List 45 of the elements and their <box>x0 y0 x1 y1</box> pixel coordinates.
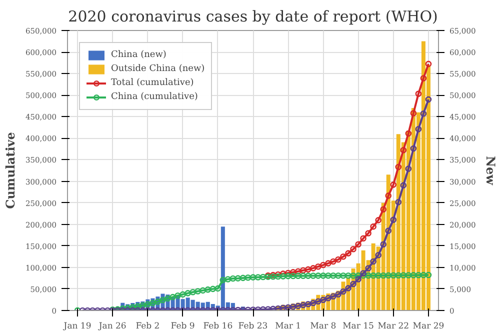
legend-label: Outside China (new) <box>111 64 205 74</box>
y2-axis-title: New <box>484 156 498 186</box>
chart-title: 2020 coronavirus cases by date of report (WHO) <box>68 8 438 26</box>
point <box>350 246 356 252</box>
point <box>405 130 412 137</box>
point <box>375 217 382 224</box>
x-tick-label: Mar 15 <box>342 322 374 332</box>
x-tick-label: Jan 26 <box>98 322 126 332</box>
point <box>300 267 306 274</box>
x-tick-label: Mar 22 <box>378 322 410 332</box>
point <box>340 253 346 260</box>
point <box>294 268 302 274</box>
y-axis-title: Cumulative <box>3 132 18 209</box>
point <box>370 223 376 230</box>
point <box>400 146 407 154</box>
x-tick-label: Mar 8 <box>310 322 336 332</box>
x-tick-label: Mar 1 <box>275 322 302 332</box>
point <box>365 230 372 236</box>
legend-label: China (cumulative) <box>111 92 198 102</box>
legend-label: China (new) <box>111 50 166 60</box>
point <box>380 206 386 212</box>
x-tick-label: Jan 19 <box>62 322 92 332</box>
point <box>390 182 397 188</box>
x-tick-label: Mar 29 <box>412 322 444 332</box>
point <box>330 258 336 265</box>
point <box>385 192 392 199</box>
point <box>315 263 322 270</box>
point <box>310 265 316 272</box>
x-tick-label: Feb 16 <box>203 322 233 332</box>
point <box>290 269 296 276</box>
x-tick-label: Feb 23 <box>238 322 268 332</box>
point <box>415 90 422 97</box>
point <box>335 256 342 263</box>
point <box>360 235 366 242</box>
point <box>305 266 312 273</box>
point <box>320 262 326 268</box>
point <box>325 260 332 266</box>
x-tick-label: Feb 2 <box>136 322 160 332</box>
legend-label: Total (cumulative) <box>111 78 194 88</box>
point <box>355 241 362 248</box>
point <box>420 75 427 82</box>
point <box>410 110 417 116</box>
point <box>345 250 352 256</box>
x-tick-label: Feb 9 <box>170 322 195 332</box>
point <box>395 164 402 170</box>
